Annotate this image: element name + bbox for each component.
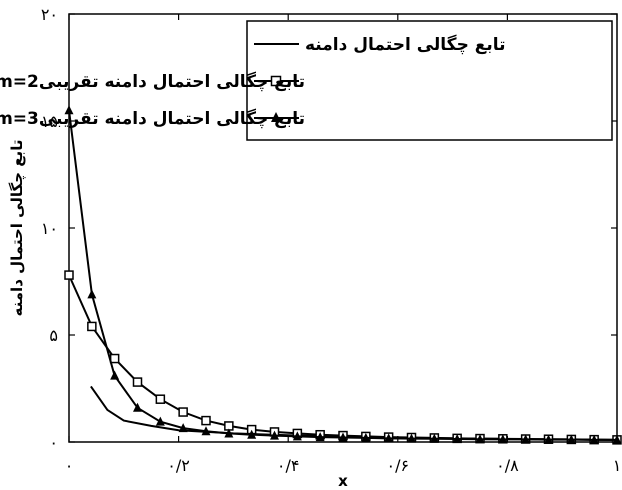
data-point-triangle [201,426,211,436]
data-point-triangle [612,434,622,444]
x-tick-label: ۰/۴ [277,456,300,475]
data-point-triangle [292,431,302,441]
legend-label-1: تابع چگالی احتمال دامنه [305,34,506,55]
legend-label-2-prefix: m=2، [0,72,39,92]
data-point-triangle [155,416,165,426]
data-point-triangle [544,434,553,444]
y-axis-label: تابع چگالی احتمال دامنه [8,140,27,317]
legend: تابع چگالی احتمال دامنه تابع چگالی احتما… [0,20,613,141]
y-tick-label: ۱۰ [41,219,58,238]
x-tick-label: ۰/۸ [496,456,519,475]
x-tick-label: ۱ [613,456,622,475]
legend-triangle-marker [271,112,281,122]
x-tick-label: ۰/۲ [167,456,190,475]
data-point-triangle [452,434,462,444]
data-point-square [155,394,166,404]
data-point-triangle [315,432,325,442]
y-tick-label: ۱۵ [41,112,58,131]
data-point-triangle [566,434,576,444]
data-point-triangle [361,432,371,442]
legend-label-3: تابع چگالی احتمال دامنه تقریبیm=3، [0,108,305,129]
data-point-square [64,270,74,280]
y-tick-label: ۵ [49,326,58,345]
y-axis: ۰ ۵ ۱۰ ۱۵ ۲۰ [41,5,617,452]
data-point-triangle [384,433,394,443]
data-point-triangle [589,434,599,444]
legend-square-marker [270,75,282,87]
data-point-triangle [133,402,142,412]
y-tick-label: ۰ [49,433,58,452]
data-point-square [132,377,143,387]
x-tick-label: ۰/۶ [387,456,410,475]
data-point-triangle [224,428,234,438]
data-point-square [87,321,97,332]
data-point-square [201,415,211,426]
data-point-triangle [429,433,439,443]
data-point-square [178,407,188,417]
x-axis: ۰ ۰/۲ ۰/۴ ۰/۶ ۰/۸ ۱ [65,14,622,475]
series-layer [64,105,622,445]
legend-label-3-prefix: m=3، [0,109,39,129]
data-point-triangle [247,429,257,439]
data-point-triangle [178,423,188,433]
x-axis-label: x [338,472,348,490]
data-point-triangle [475,434,485,444]
data-point-triangle [64,105,74,115]
legend-label-3-name: تابع چگالی احتمال دامنه تقریبی [39,108,305,129]
data-point-square [109,353,120,364]
data-point-triangle [407,433,416,443]
data-point-triangle [498,434,508,444]
legend-label-2-name: تابع چگالی احتمال دامنه تقریبی [39,71,305,92]
data-point-triangle [521,434,531,444]
data-point-triangle [87,289,97,299]
data-point-triangle [270,430,279,440]
x-tick-label: ۰ [65,456,74,475]
y-tick-label: ۲۰ [41,5,58,24]
data-point-triangle [338,432,348,442]
legend-box [246,20,613,141]
legend-label-2: تابع چگالی احتمال دامنه تقریبیm=2، [0,71,305,92]
data-point-triangle [110,370,120,380]
